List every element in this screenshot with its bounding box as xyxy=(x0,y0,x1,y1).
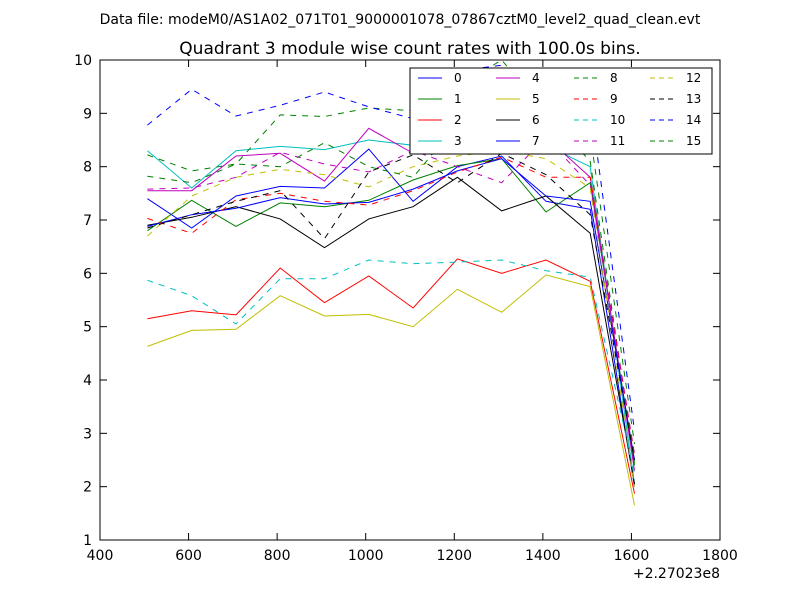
y-tick-label: 9 xyxy=(83,106,92,122)
series-line-7 xyxy=(147,158,635,461)
legend-label-10: 10 xyxy=(610,113,625,127)
x-tick-label: 600 xyxy=(175,548,202,564)
series-line-1 xyxy=(147,158,635,466)
y-tick-label: 8 xyxy=(83,160,92,176)
x-tick-label: 1600 xyxy=(614,548,650,564)
series-line-5 xyxy=(147,274,635,506)
y-tick-label: 6 xyxy=(83,266,92,282)
y-tick-label: 10 xyxy=(74,53,92,69)
y-tick-label: 2 xyxy=(83,480,92,496)
legend-label-5: 5 xyxy=(532,92,540,106)
series-line-8 xyxy=(147,59,635,463)
legend-label-12: 12 xyxy=(686,71,701,85)
series-line-9 xyxy=(147,156,635,455)
legend-label-14: 14 xyxy=(686,113,701,127)
x-tick-label: 1200 xyxy=(436,548,472,564)
series-line-2 xyxy=(147,258,635,494)
legend-label-13: 13 xyxy=(686,92,701,106)
y-tick-label: 7 xyxy=(83,213,92,229)
legend-label-1: 1 xyxy=(454,92,462,106)
legend-label-8: 8 xyxy=(610,71,618,85)
legend-label-4: 4 xyxy=(532,71,540,85)
legend-label-3: 3 xyxy=(454,134,462,148)
series-line-13 xyxy=(147,152,635,461)
legend-label-2: 2 xyxy=(454,113,462,127)
chart-suptitle: Data file: modeM0/AS1A02_071T01_90000010… xyxy=(100,12,701,28)
x-tick-label: 1000 xyxy=(348,548,384,564)
legend-label-0: 0 xyxy=(454,71,462,85)
x-tick-label: 1400 xyxy=(525,548,561,564)
y-tick-label: 1 xyxy=(83,533,92,549)
y-tick-label: 4 xyxy=(83,373,92,389)
legend-label-15: 15 xyxy=(686,134,701,148)
y-tick-label: 5 xyxy=(83,320,92,336)
series-line-6 xyxy=(147,176,635,485)
legend-label-9: 9 xyxy=(610,92,618,106)
y-tick-label: 3 xyxy=(83,426,92,442)
series-line-12 xyxy=(147,150,635,487)
legend-box xyxy=(409,67,713,155)
x-tick-label: 1800 xyxy=(702,548,738,564)
chart-title: Quadrant 3 module wise count rates with … xyxy=(179,39,640,59)
legend-label-7: 7 xyxy=(532,134,540,148)
legend-label-11: 11 xyxy=(610,134,625,148)
legend-label-6: 6 xyxy=(532,113,540,127)
x-tick-label: 800 xyxy=(264,548,291,564)
x-tick-label: 400 xyxy=(87,548,114,564)
plot-frame xyxy=(99,59,721,541)
series-line-10 xyxy=(147,259,635,474)
x-offset-label: +2.27023e8 xyxy=(633,566,720,582)
